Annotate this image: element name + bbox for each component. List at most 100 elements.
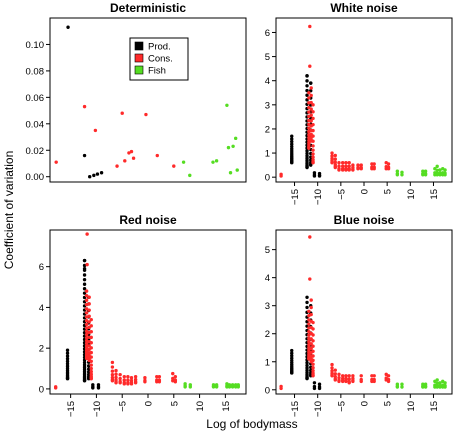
data-point [307, 333, 311, 337]
x-tick-label: 5 [383, 189, 394, 194]
data-point [89, 372, 93, 376]
data-point [82, 360, 87, 365]
data-point [311, 155, 315, 159]
data-point [155, 153, 159, 158]
y-tick-label: 2 [265, 124, 270, 135]
data-point [84, 326, 89, 330]
data-point [443, 381, 447, 385]
data-point [309, 342, 313, 346]
data-point [230, 383, 235, 387]
data-point [122, 380, 126, 385]
data-point [225, 103, 229, 107]
x-tick-label: 10 [195, 401, 206, 412]
data-point [337, 372, 341, 377]
data-point [386, 162, 391, 166]
data-point [279, 172, 283, 176]
data-point [395, 171, 400, 176]
data-point [340, 164, 345, 168]
data-point [89, 317, 93, 322]
data-point [84, 344, 89, 348]
data-point [290, 354, 294, 358]
data-point [89, 335, 93, 340]
data-point [347, 164, 351, 168]
series-fish [181, 103, 239, 178]
data-point [372, 165, 376, 169]
data-point [87, 308, 91, 312]
data-point [347, 161, 351, 165]
data-point [423, 382, 428, 386]
data-point [435, 168, 439, 173]
data-point [89, 366, 93, 371]
panel-title: Blue noise [334, 213, 395, 227]
data-point [95, 172, 100, 176]
data-point [317, 171, 322, 176]
data-point [110, 360, 115, 365]
data-point [330, 371, 334, 375]
data-point [120, 111, 124, 115]
legend-label: Prod. [148, 42, 171, 53]
data-point [344, 161, 348, 165]
data-point [347, 166, 351, 171]
data-point [82, 273, 87, 277]
data-point [356, 165, 360, 170]
data-point [123, 159, 127, 163]
data-point [443, 168, 447, 172]
data-point [333, 375, 337, 379]
data-point [311, 368, 315, 373]
data-point [438, 168, 442, 172]
data-point [423, 171, 428, 176]
data-point [65, 362, 70, 366]
data-point [309, 298, 313, 302]
data-point [344, 164, 348, 168]
data-point [65, 354, 70, 358]
data-point [438, 381, 442, 385]
data-point [311, 139, 315, 143]
data-point [400, 385, 404, 389]
legend-label: Cons. [148, 54, 173, 65]
data-point [82, 291, 87, 295]
data-point [340, 374, 345, 378]
data-point [65, 348, 70, 352]
data-point [133, 377, 138, 382]
data-point [89, 369, 93, 374]
data-point [89, 330, 93, 334]
data-point [311, 358, 315, 363]
y-tick-label: 0.02 [26, 146, 45, 157]
data-point [82, 263, 87, 268]
panel-red-noise: Red noise 0 2 4 6 −15 −10 −5 0 5 10 15 [39, 213, 247, 417]
data-point [311, 116, 315, 121]
data-point [311, 327, 315, 331]
y-tick-label: 5 [265, 245, 270, 256]
y-tick-label: 3 [265, 301, 270, 312]
data-point [435, 381, 439, 386]
data-point [333, 157, 337, 161]
data-point [66, 25, 70, 29]
data-point [305, 154, 309, 158]
x-tick-label: −15 [290, 401, 301, 417]
data-point [344, 166, 348, 171]
data-point [311, 144, 315, 148]
plot-frame [275, 17, 453, 183]
data-point [227, 383, 232, 387]
data-point [89, 359, 93, 363]
data-point [330, 369, 334, 373]
data-point [126, 378, 130, 382]
data-point [290, 348, 294, 353]
data-point [395, 169, 400, 173]
data-point [311, 128, 315, 133]
x-tick-label: 10 [406, 189, 417, 200]
data-point [122, 374, 126, 379]
data-point [309, 100, 313, 105]
y-tick-label: 1 [265, 149, 270, 160]
data-point [438, 171, 442, 175]
data-point [386, 374, 391, 378]
data-point [311, 148, 315, 152]
data-point [84, 294, 89, 298]
data-point [290, 142, 294, 146]
data-point [92, 173, 96, 178]
data-point [85, 262, 89, 267]
data-point [311, 365, 315, 370]
data-point [129, 376, 134, 380]
data-point [435, 384, 439, 388]
data-point [340, 166, 345, 171]
